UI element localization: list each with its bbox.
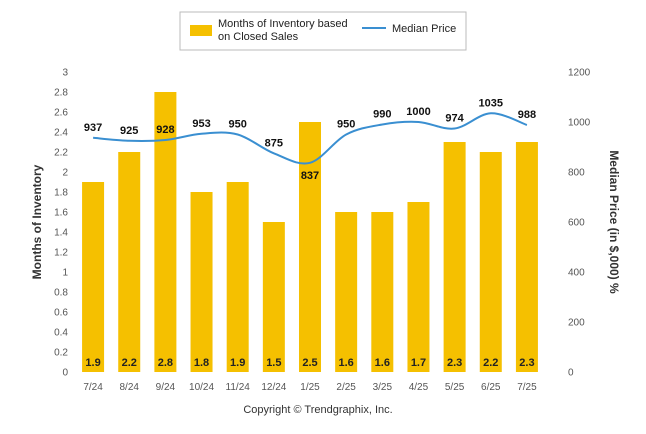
bar-labels: 1.9 2.2 2.8 1.8 1.9 1.5 2.5 1.6 1.6 1.7 2.3 2.2 2.3	[85, 357, 534, 369]
bar-value-label: 1.5	[266, 357, 281, 369]
inventory-bar	[154, 92, 177, 372]
y-tick-label: 1.2	[54, 248, 68, 259]
x-tick-label: 3/25	[373, 382, 393, 393]
inventory-bar	[82, 182, 105, 372]
median-price-label: 1000	[406, 106, 430, 118]
y-tick-label: 2.8	[54, 88, 68, 99]
bar-value-label: 1.7	[411, 357, 426, 369]
legend: Months of Inventory based on Closed Sale…	[179, 11, 467, 51]
y-tick-label: 0.6	[54, 308, 68, 319]
median-price-label: 950	[229, 119, 247, 131]
y-tick-label: 2.4	[54, 128, 68, 139]
x-tick-label: 7/24	[83, 382, 103, 393]
bar-value-label: 2.8	[158, 357, 173, 369]
y2-axis-title: Median Price (in $,000) %	[607, 150, 621, 294]
bar-value-label: 1.9	[230, 357, 245, 369]
legend-bar-label-line2: on Closed Sales	[218, 31, 299, 43]
x-tick-label: 10/24	[189, 382, 214, 393]
line-labels: 937 925 928 953 950 875 837 950 990 1000 974 1035 98…	[84, 97, 536, 182]
inventory-bar	[262, 222, 285, 372]
x-tick-label: 9/24	[156, 382, 176, 393]
inventory-bar	[335, 212, 358, 372]
median-price-label: 988	[518, 109, 536, 121]
y2-tick-label: 400	[568, 268, 585, 279]
legend-line-label: Median Price	[392, 23, 456, 35]
y-tick-label: 0	[62, 368, 68, 379]
y2-tick-label: 200	[568, 318, 585, 329]
y-tick-label: 2.2	[54, 148, 68, 159]
x-tick-label: 7/25	[517, 382, 537, 393]
x-tick-label: 2/25	[336, 382, 356, 393]
inventory-bar	[515, 142, 538, 372]
inventory-bar	[118, 152, 141, 372]
y2-tick-label: 0	[568, 368, 574, 379]
bar-value-label: 2.2	[122, 357, 137, 369]
x-tick-label: 6/25	[481, 382, 501, 393]
inventory-bar	[371, 212, 394, 372]
median-price-label: 974	[445, 113, 464, 125]
bar-value-label: 2.2	[483, 357, 498, 369]
median-price-line	[93, 112, 528, 165]
x-tick-label: 1/25	[300, 382, 320, 393]
inventory-bar	[299, 122, 321, 372]
median-price-label: 925	[120, 125, 138, 137]
median-price-label: 950	[337, 119, 355, 131]
y-tick-label: 0.8	[54, 288, 68, 299]
bar-value-label: 1.6	[339, 357, 354, 369]
y-tick-label: 0.2	[54, 348, 68, 359]
legend-bar-swatch	[190, 25, 212, 36]
y-axis-title: Months of Inventory	[30, 164, 44, 279]
y-tick-label: 1	[62, 268, 68, 279]
y-tick-label: 1.4	[54, 228, 68, 239]
y2-tick-label: 800	[568, 168, 585, 179]
y-tick-label: 2	[62, 168, 68, 179]
x-tick-label: 12/24	[261, 382, 286, 393]
x-tick-label: 8/24	[119, 382, 139, 393]
bar-value-label: 1.9	[85, 357, 100, 369]
x-tick-label: 4/25	[409, 382, 429, 393]
y-tick-label: 1.8	[54, 188, 68, 199]
legend-bar-label-line1: Months of Inventory based	[218, 18, 348, 30]
median-price-label: 875	[265, 137, 283, 149]
y-tick-label: 2.6	[54, 108, 68, 119]
inventory-bar	[226, 182, 249, 372]
x-axis-ticks: 7/24 8/24 9/24 10/24 11/24 12/24 1/25 2/25 3/25 4…	[83, 382, 537, 393]
inventory-bar	[190, 192, 213, 372]
median-price-label: 928	[156, 124, 174, 136]
y2-tick-label: 1200	[568, 68, 591, 79]
y2-axis-ticks: 0 200 400 600 800 1000 1200	[568, 68, 591, 379]
inventory-bar	[407, 202, 430, 372]
inventory-bar	[443, 142, 466, 372]
bar-value-label: 2.3	[447, 357, 462, 369]
y-axis-ticks: 0 0.2 0.4 0.6 0.8 1 1.2 1.4 1.6 1.8 2 2.2 2.4 2.6 2.8 3	[54, 68, 68, 379]
bar-value-label: 2.3	[519, 357, 534, 369]
y-tick-label: 1.6	[54, 208, 68, 219]
y-tick-label: 3	[62, 68, 68, 79]
median-price-label: 937	[84, 122, 102, 134]
y2-tick-label: 1000	[568, 118, 591, 129]
inventory-bar	[479, 152, 502, 372]
median-price-label: 953	[192, 118, 210, 130]
median-price-label: 1035	[479, 97, 503, 109]
bars	[82, 92, 538, 372]
y-tick-label: 0.4	[54, 328, 68, 339]
copyright-text: Copyright © Trendgraphix, Inc.	[243, 404, 392, 416]
bar-value-label: 1.6	[375, 357, 390, 369]
bar-value-label: 1.8	[194, 357, 209, 369]
y2-tick-label: 600	[568, 218, 585, 229]
x-tick-label: 5/25	[445, 382, 465, 393]
legend-box	[179, 11, 467, 51]
median-price-label: 990	[373, 109, 391, 121]
x-tick-label: 11/24	[226, 382, 251, 393]
bar-value-label: 2.5	[302, 357, 317, 369]
median-price-label: 837	[301, 170, 319, 182]
